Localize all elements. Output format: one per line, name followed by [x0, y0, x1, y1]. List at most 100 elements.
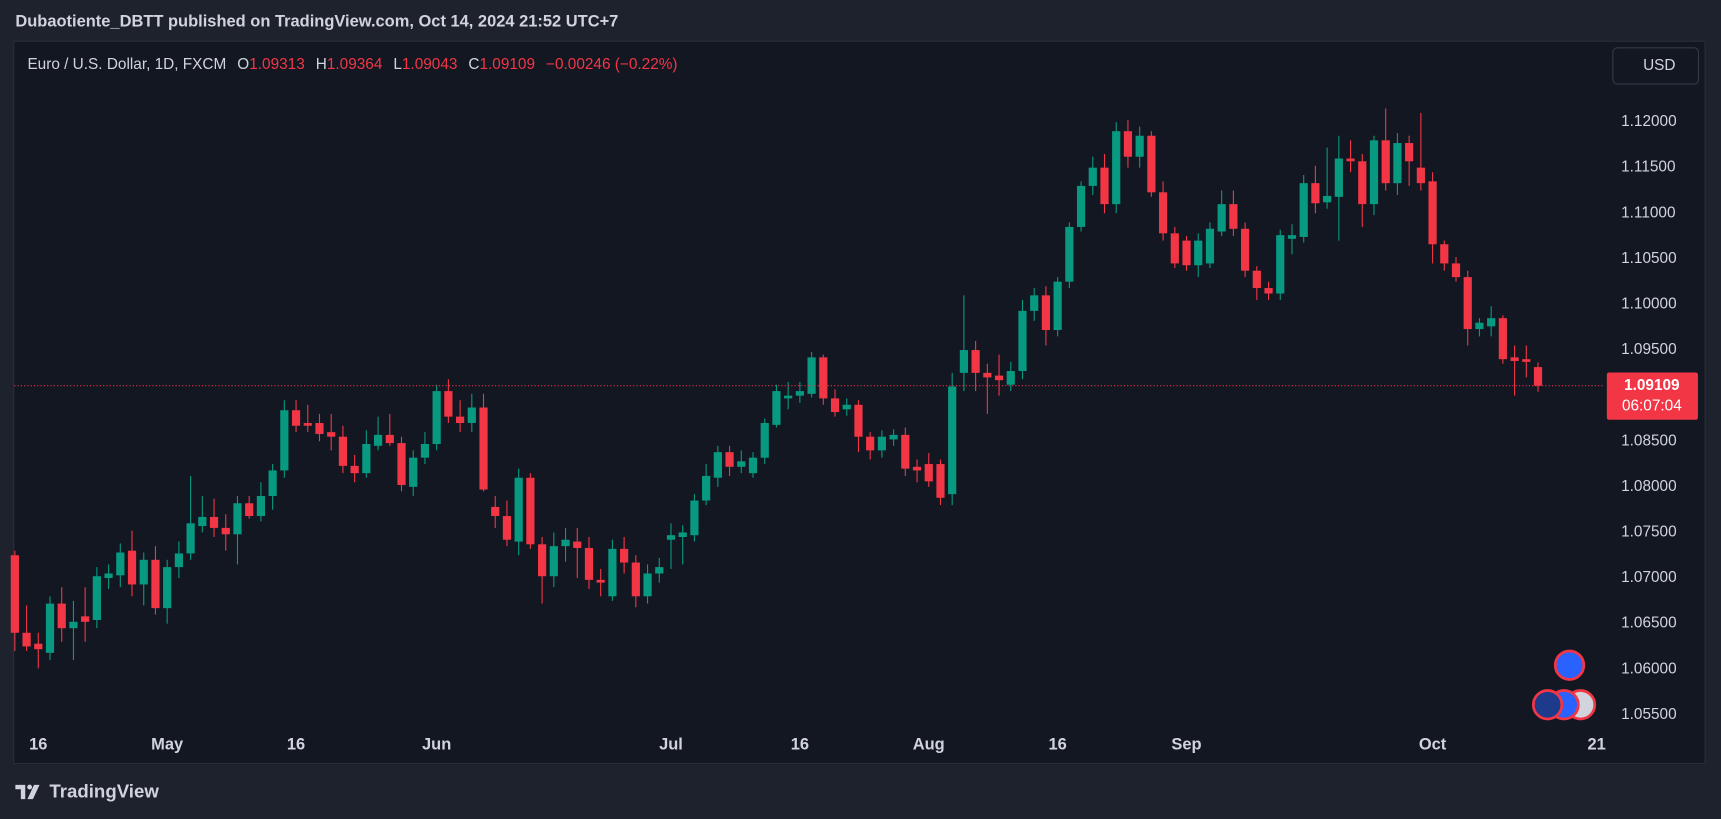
candle-body: [10, 555, 19, 633]
candle-body: [1241, 228, 1250, 271]
candle-body: [573, 541, 582, 548]
candle-body: [713, 452, 722, 478]
candle-body: [280, 410, 289, 471]
countdown: 06:07:04: [1622, 398, 1682, 415]
event-icons: [1531, 649, 1597, 721]
candle-body: [538, 544, 547, 577]
candle-body: [163, 567, 172, 609]
candle-body: [1475, 322, 1484, 330]
candle-body: [362, 443, 371, 474]
candle-body: [92, 576, 101, 620]
candle-body: [256, 495, 266, 517]
candle-body: [34, 643, 43, 650]
candle-body: [1088, 167, 1097, 186]
candle-body: [350, 465, 359, 474]
ohlc-value: 1.09364: [327, 56, 383, 73]
candle-body: [1522, 359, 1531, 362]
candle-body: [666, 535, 676, 540]
ohlc-value: 1.09043: [402, 56, 458, 73]
candle-body: [620, 548, 629, 563]
x-tick-label: 16: [29, 736, 47, 754]
x-tick-label: Sep: [1171, 736, 1201, 754]
x-tick-label: 16: [791, 736, 809, 754]
candle-body: [807, 357, 816, 394]
candle-body: [491, 506, 500, 517]
candle-body: [924, 464, 933, 482]
legend: Euro / U.S. Dollar, 1D, FXCM O1.09313 H1.0…: [27, 56, 677, 73]
candle-body: [1170, 233, 1179, 264]
candle-body: [1393, 143, 1402, 184]
candle-body: [1041, 295, 1051, 330]
candle-body: [737, 461, 746, 467]
plot-area: [10, 108, 1603, 669]
candle-body: [57, 603, 66, 629]
candle-body: [983, 372, 992, 378]
candle-body: [1147, 135, 1156, 193]
candle-body: [1030, 295, 1039, 311]
x-tick-label: 16: [1048, 736, 1066, 754]
candle-body: [1405, 143, 1414, 162]
candle-body: [1346, 158, 1355, 162]
candle-body: [1498, 318, 1507, 360]
candle-body: [1205, 228, 1215, 264]
candle-body: [245, 503, 254, 517]
candle-body: [655, 567, 664, 574]
candle-body: [420, 443, 430, 458]
candle-body: [1182, 240, 1191, 266]
candle-body: [1311, 183, 1320, 204]
y-tick-label: 1.09500: [1621, 341, 1677, 358]
candle-body: [748, 457, 758, 474]
y-tick-label: 1.10000: [1621, 296, 1677, 313]
candle-body: [1451, 263, 1461, 278]
candle-body: [1416, 167, 1425, 184]
x-tick-label: Oct: [1419, 736, 1447, 754]
currency[interactable]: USD: [1643, 57, 1675, 74]
candle-body: [678, 532, 687, 538]
candle-body: [479, 407, 488, 490]
candle-body: [971, 350, 980, 373]
candle-body: [233, 503, 242, 535]
candle-body: [315, 423, 324, 434]
publisher: Dubaotiente_DBTT published on TradingVie…: [15, 12, 618, 30]
candle-body: [45, 603, 55, 653]
candle-body: [1158, 192, 1168, 234]
candle-body: [338, 436, 348, 466]
candle-body: [1428, 181, 1437, 245]
y-tick-label: 1.11000: [1621, 204, 1675, 221]
candle-body: [784, 395, 793, 399]
x-tick-label: 16: [287, 736, 305, 754]
y-tick-label: 1.07500: [1621, 524, 1677, 541]
ohlc-label: C: [468, 56, 479, 73]
candle-body: [303, 423, 312, 426]
y-tick-label: 1.05500: [1621, 706, 1677, 723]
candle-body: [1323, 195, 1332, 203]
candle-body: [1006, 371, 1015, 385]
candle-body: [1381, 140, 1390, 184]
candle-body: [795, 391, 804, 396]
candle-body: [116, 552, 125, 576]
tradingview-logo: [15, 784, 40, 800]
candle-body: [1463, 277, 1472, 330]
candle-body: [81, 616, 90, 622]
candle-body: [912, 466, 922, 471]
candle-body: [1100, 167, 1109, 205]
candle-body: [608, 548, 617, 597]
currency-button[interactable]: [1612, 47, 1700, 85]
candle-body: [1358, 161, 1367, 205]
chart-panel: [13, 40, 1706, 765]
candle-body: [1065, 226, 1074, 282]
ohlc-value: 1.09313: [249, 56, 305, 73]
candle-body: [819, 357, 828, 399]
candle-body: [1135, 135, 1144, 157]
x-tick-label: May: [151, 736, 184, 754]
candle-body: [1533, 367, 1543, 386]
candle-body: [1053, 281, 1062, 330]
candle-body: [760, 423, 769, 458]
candle-body: [854, 404, 863, 437]
x-tick-label: 21: [1587, 736, 1605, 754]
candle-body: [221, 527, 230, 535]
x-tick-label: Jul: [659, 736, 683, 754]
candle-body: [948, 386, 957, 495]
candle-body: [1112, 131, 1121, 205]
